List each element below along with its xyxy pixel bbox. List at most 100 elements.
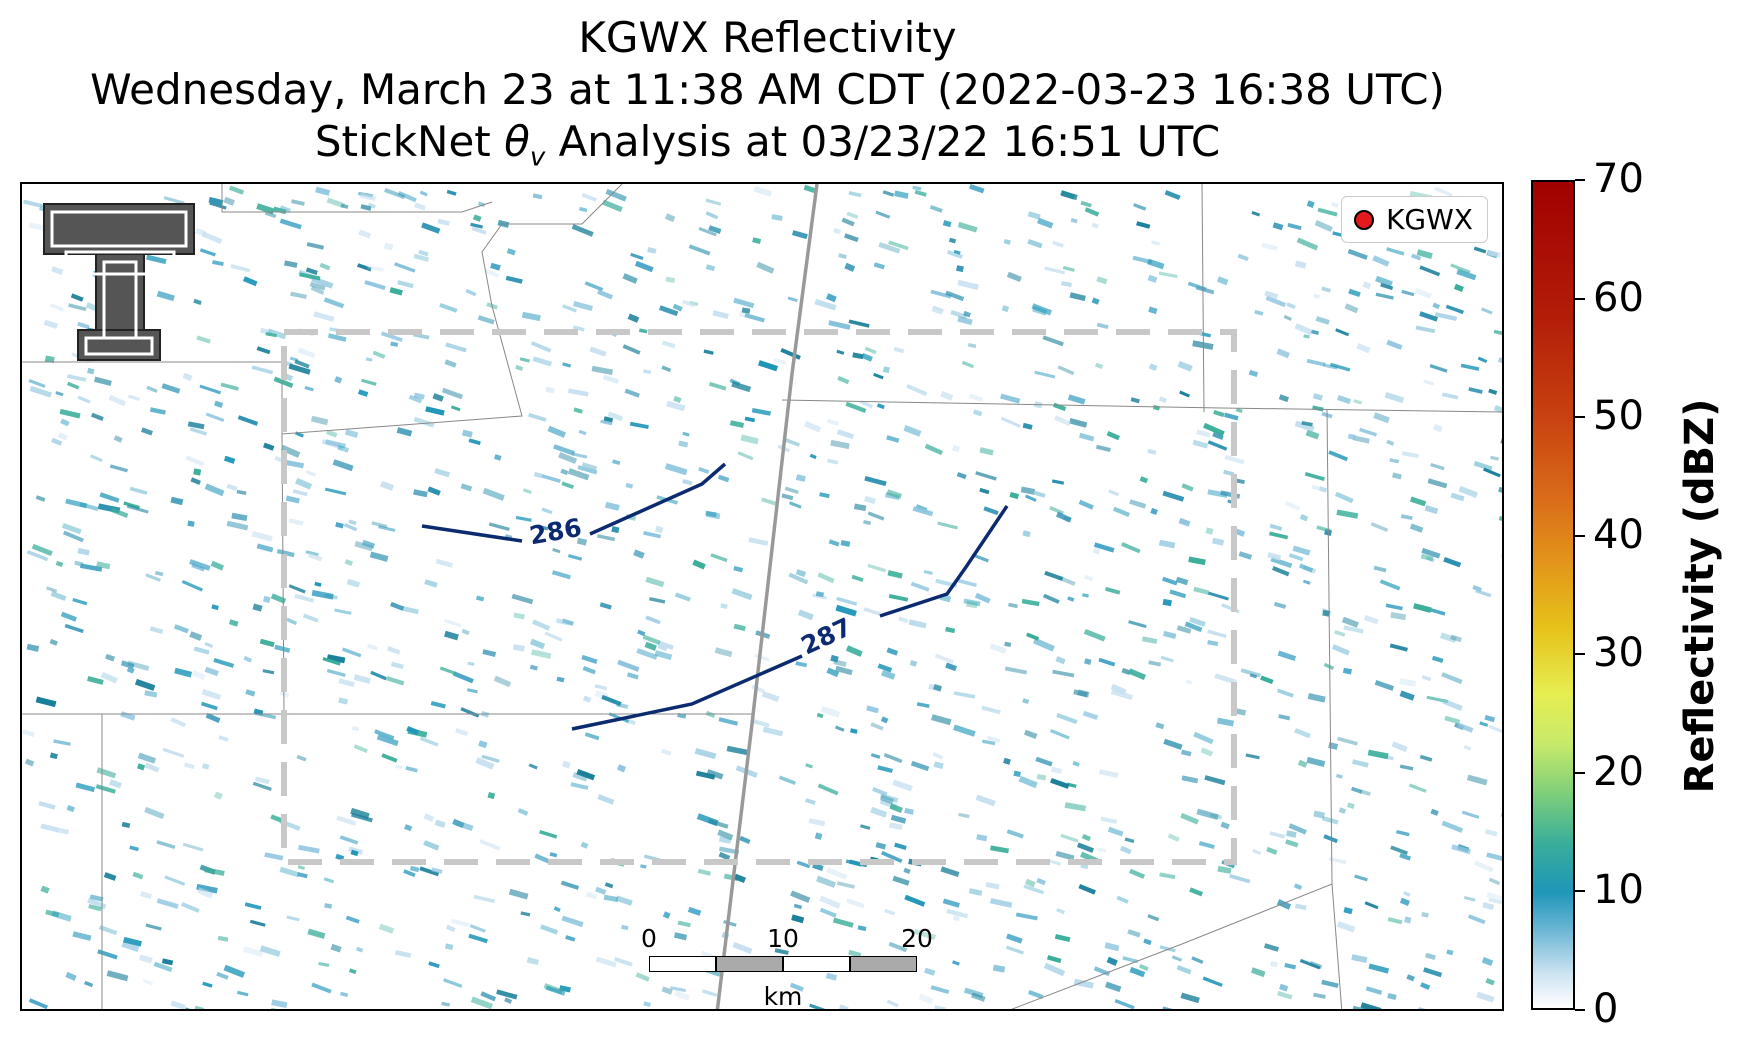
echo-pixel (835, 604, 857, 617)
echo-pixel (561, 915, 584, 928)
echo-pixel (53, 739, 71, 746)
echo-pixel (1409, 783, 1427, 793)
echo-pixel (595, 886, 607, 895)
echo-pixel (421, 222, 441, 234)
echo-pixel (808, 818, 826, 827)
echo-pixel (1100, 816, 1118, 824)
echo-pixel (1008, 602, 1018, 609)
echo-pixel (1297, 759, 1308, 768)
colorbar-tick-label: 10 (1593, 867, 1644, 914)
echo-pixel (1424, 505, 1439, 515)
echo-pixel (814, 832, 823, 840)
echo-pixel (325, 439, 346, 449)
echo-pixel (136, 763, 146, 771)
echo-pixel (861, 353, 873, 362)
echo-pixel (72, 598, 88, 606)
echo-pixel (404, 824, 413, 832)
echo-pixel (903, 425, 922, 437)
echo-pixel (837, 375, 850, 385)
echo-pixel (912, 185, 922, 191)
echo-pixel (242, 276, 258, 287)
echo-pixel (470, 222, 484, 229)
echo-pixel (1018, 775, 1038, 789)
echo-pixel (1022, 530, 1031, 538)
echo-pixel (28, 378, 46, 388)
echo-pixel (304, 386, 314, 392)
echo-pixel (930, 985, 950, 995)
echo-pixel (149, 626, 164, 635)
echo-pixel (1207, 629, 1227, 639)
echo-pixel (904, 807, 914, 815)
echo-pixel (1493, 405, 1502, 419)
echo-pixel (1093, 966, 1111, 977)
echo-pixel (1330, 201, 1339, 208)
echo-pixel (958, 812, 970, 819)
echo-pixel (229, 185, 245, 195)
echo-pixel (1185, 679, 1193, 685)
contour-286-right (589, 462, 727, 536)
echo-pixel (1093, 542, 1115, 553)
echo-pixel (1119, 845, 1132, 855)
echo-pixel (297, 347, 316, 359)
echo-pixel (553, 444, 576, 456)
echo-pixel (877, 663, 893, 673)
radar-map[interactable]: 286 287 KGWX 0 10 20 (20, 182, 1504, 1011)
echo-pixel (1352, 435, 1370, 444)
echo-pixel (539, 830, 558, 839)
echo-pixel (957, 578, 977, 588)
echo-pixel (706, 769, 724, 780)
echo-pixel (733, 297, 755, 309)
echo-pixel (1245, 753, 1260, 760)
echo-pixel (370, 670, 387, 681)
echo-pixel (1444, 715, 1461, 725)
echo-pixel (989, 898, 1013, 908)
echo-pixel (1076, 842, 1095, 853)
echo-pixel (1051, 479, 1065, 485)
echo-pixel (322, 657, 341, 666)
echo-pixel (654, 525, 664, 534)
echo-pixel (223, 455, 236, 464)
echo-pixel (367, 643, 379, 651)
echo-pixel (1216, 717, 1235, 727)
echo-pixel (1269, 523, 1283, 531)
echo-pixel (682, 479, 693, 486)
echo-pixel (1337, 736, 1358, 746)
echo-pixel (455, 820, 474, 831)
echo-pixel (1490, 455, 1500, 461)
echo-pixel (1482, 902, 1495, 911)
echo-pixel (519, 357, 530, 363)
echo-pixel (444, 630, 459, 641)
echo-pixel (892, 875, 910, 886)
echo-pixel (934, 1005, 947, 1009)
echo-pixel (1178, 517, 1191, 527)
echo-pixel (493, 675, 512, 688)
echo-pixel (1307, 693, 1326, 703)
echo-pixel (1193, 586, 1210, 595)
echo-pixel (793, 903, 803, 910)
map-layer: 286 287 (22, 184, 1502, 1009)
county-line-ne (1201, 184, 1205, 413)
echo-pixel (262, 669, 275, 675)
echo-pixel (845, 401, 867, 413)
echo-pixel (461, 628, 470, 636)
echo-pixel (280, 444, 301, 458)
echo-pixel (1458, 485, 1479, 499)
echo-pixel (933, 761, 944, 770)
colorbar-tick-label: 0 (1593, 986, 1619, 1032)
echo-pixel (364, 280, 386, 290)
echo-pixel (318, 961, 330, 968)
echo-pixel (1207, 591, 1229, 601)
echo-pixel (517, 808, 529, 816)
title-line-1: KGWX Reflectivity (578, 13, 957, 62)
echo-pixel (1288, 823, 1307, 835)
echo-pixel (326, 668, 346, 677)
echo-pixel (1416, 249, 1433, 259)
echo-pixel (1456, 269, 1477, 281)
echo-pixel (292, 489, 308, 497)
echo-pixel (290, 291, 307, 299)
echo-pixel (1441, 392, 1459, 400)
echo-pixel (357, 389, 369, 397)
echo-pixel (1032, 637, 1055, 652)
echo-pixel (1328, 856, 1347, 865)
echo-pixel (1421, 547, 1441, 559)
